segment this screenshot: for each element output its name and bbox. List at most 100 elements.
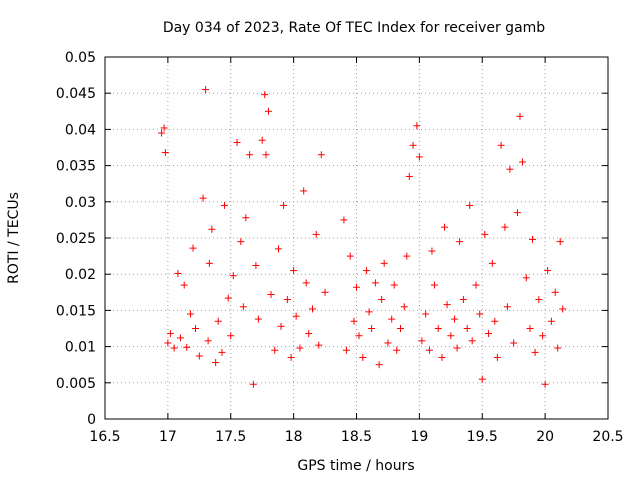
data-point (400, 303, 408, 311)
x-tick-label: 18.5 (341, 429, 372, 445)
data-point (176, 334, 184, 342)
y-tick-label: 0.02 (65, 267, 96, 283)
data-point (415, 153, 423, 161)
x-axis-label: GPS time / hours (297, 458, 414, 474)
data-point (164, 339, 172, 347)
data-point (342, 346, 350, 354)
y-tick-label: 0.045 (56, 86, 96, 102)
data-point (180, 281, 188, 289)
x-tick-label: 19 (410, 429, 428, 445)
y-axis-ticks: 0 0.005 0.01 0.015 0.02 0.025 0.03 0.035 0.04 0.0… (56, 50, 608, 428)
data-point (290, 267, 298, 275)
x-tick-label: 20.5 (592, 429, 623, 445)
x-tick-label: 20 (536, 429, 554, 445)
data-point (554, 344, 562, 352)
data-point (466, 201, 474, 209)
data-point (559, 305, 567, 313)
data-point (425, 346, 433, 354)
data-point (485, 330, 493, 338)
data-point (199, 194, 207, 202)
data-point (214, 317, 222, 325)
data-point (237, 238, 245, 246)
data-point (239, 303, 247, 311)
data-point (501, 223, 509, 231)
data-point (312, 230, 320, 238)
data-point (208, 225, 216, 233)
data-point (468, 337, 476, 345)
data-point (321, 288, 329, 296)
data-point (513, 209, 521, 217)
data-point (503, 303, 511, 311)
data-point (353, 283, 360, 291)
plot-frame (104, 56, 609, 420)
data-point (526, 325, 534, 332)
data-point (308, 305, 316, 313)
data-point (371, 279, 379, 287)
data-point (170, 344, 178, 352)
data-point (183, 343, 191, 351)
y-tick-label: 0.035 (56, 159, 96, 175)
data-point (202, 86, 210, 94)
data-point (317, 151, 325, 159)
data-point (166, 330, 174, 338)
data-point (375, 361, 383, 369)
data-point (409, 141, 417, 149)
y-tick-label: 0 (87, 412, 96, 428)
data-point (422, 310, 430, 318)
data-point (192, 325, 200, 332)
data-point (258, 136, 266, 144)
data-point (451, 315, 459, 323)
data-point (204, 337, 212, 345)
data-point (476, 310, 484, 318)
data-point (428, 247, 436, 255)
data-point (491, 317, 499, 325)
data-point (544, 267, 552, 275)
data-point (340, 216, 348, 224)
y-tick-label: 0.015 (56, 303, 96, 319)
y-tick-label: 0.005 (56, 376, 96, 392)
data-point (227, 332, 235, 340)
data-point (220, 201, 228, 209)
data-point (539, 332, 547, 340)
data-point (418, 337, 426, 345)
data-point (493, 353, 501, 361)
y-axis-label: ROTI / TECUs (6, 192, 22, 284)
data-point (350, 317, 358, 325)
data-point (283, 296, 291, 304)
data-point (403, 252, 411, 260)
data-point (249, 380, 257, 388)
chart-title: Day 034 of 2023, Rate Of TEC Index for r… (163, 20, 545, 36)
data-point (252, 262, 260, 270)
data-point (277, 322, 285, 330)
data-point (380, 259, 388, 267)
data-point (262, 151, 270, 159)
data-point (267, 290, 275, 298)
data-point (441, 223, 449, 231)
data-point (187, 310, 195, 318)
data-point (447, 332, 455, 340)
data-point (212, 359, 220, 367)
x-tick-label: 19.5 (467, 429, 498, 445)
data-point (305, 330, 313, 338)
data-point (229, 272, 237, 280)
y-tick-label: 0.03 (65, 195, 96, 211)
data-point (518, 158, 526, 166)
x-axis-ticks: 16.5 17 17.5 18 18.5 19 19.5 20 20.5 (89, 57, 624, 445)
data-point (556, 238, 564, 246)
y-tick-label: 0.05 (65, 50, 96, 66)
data-point (434, 325, 442, 332)
data-point (275, 245, 283, 253)
data-point (472, 281, 480, 289)
data-point (397, 325, 405, 332)
data-point (541, 380, 549, 388)
data-point (254, 315, 262, 323)
data-point (390, 281, 398, 289)
data-point (264, 107, 272, 115)
data-point (346, 252, 354, 260)
x-tick-label: 16.5 (89, 429, 120, 445)
data-point (365, 308, 373, 316)
y-tick-label: 0.01 (65, 340, 96, 356)
data-point (218, 348, 226, 356)
data-point (205, 259, 213, 267)
